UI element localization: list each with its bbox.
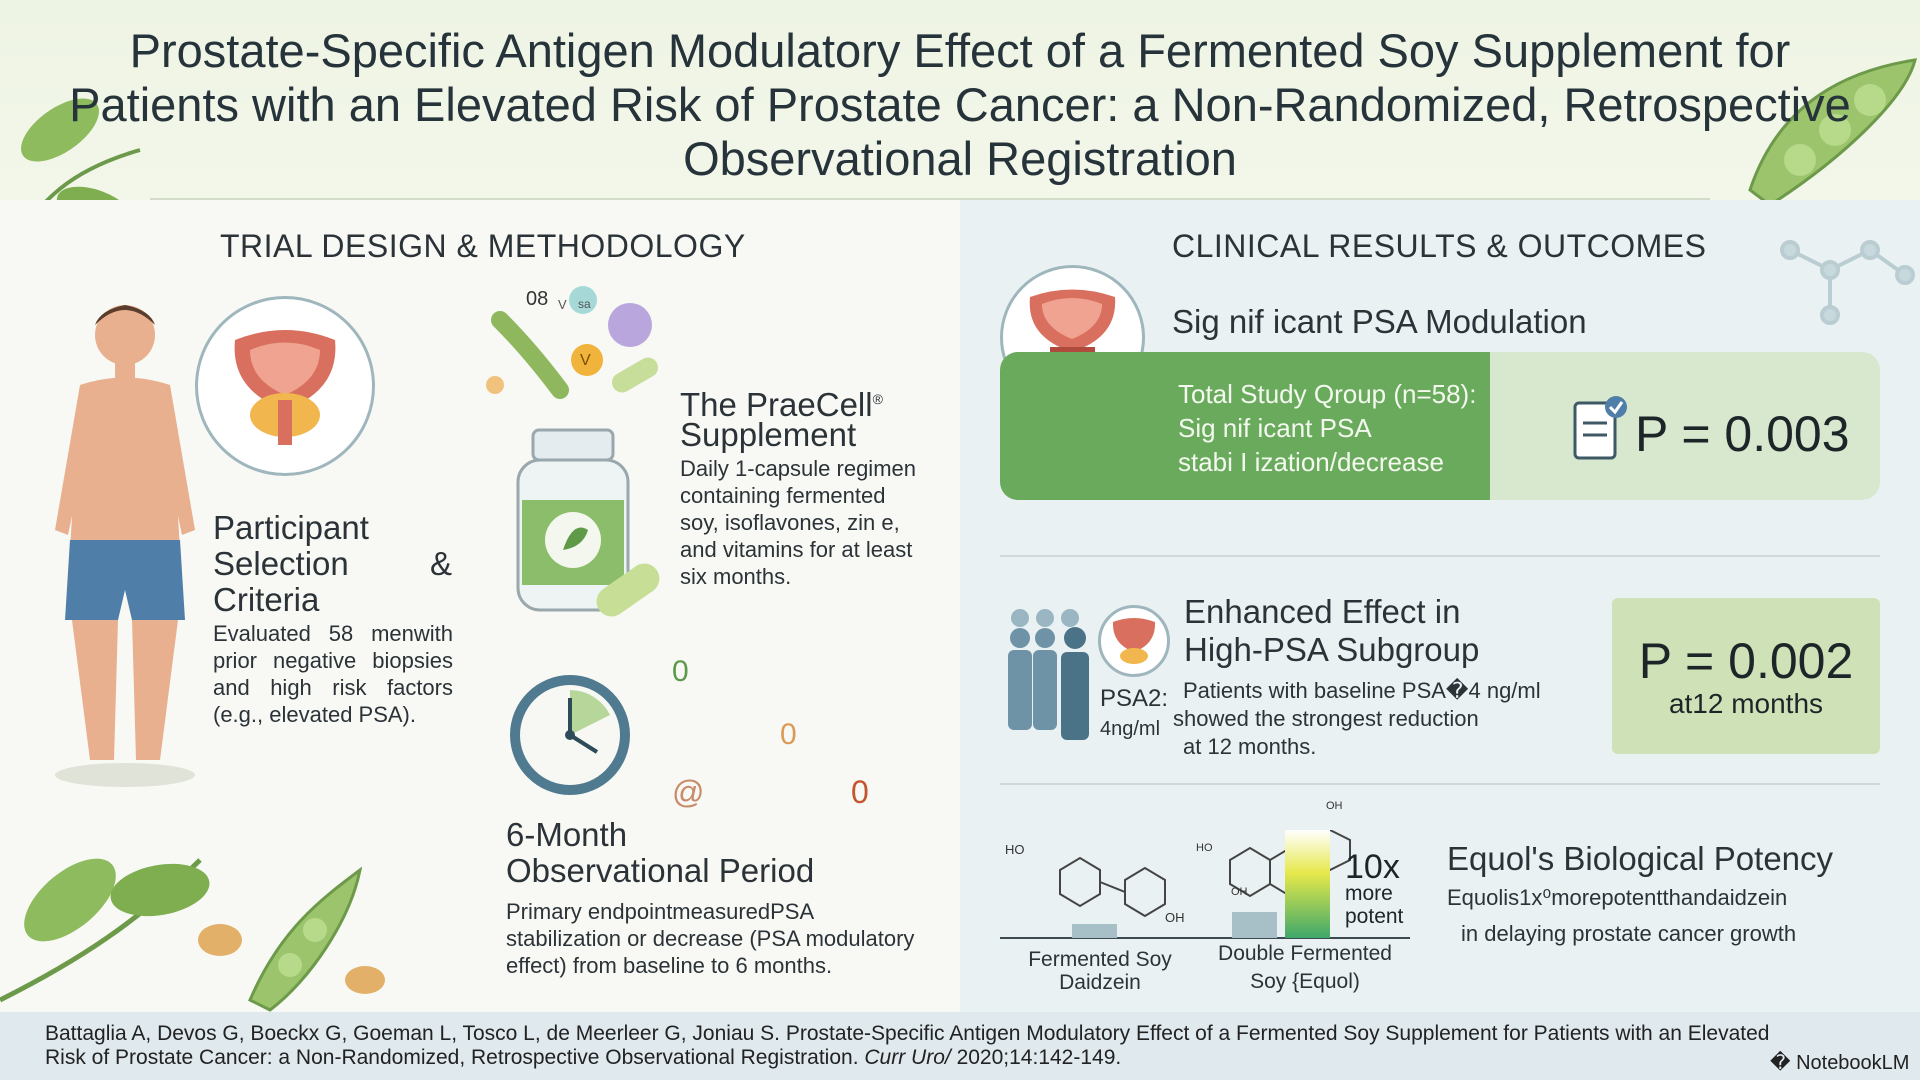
period-body: Primary endpointmeasuredPSA stabilizatio… (506, 899, 915, 978)
subgroup-body-line1: Patients with baseline PSA�4 ng/ml (1183, 678, 1541, 703)
pvalue-card-total (1490, 352, 1880, 500)
participant-heading-line3: Criteria (213, 581, 320, 618)
mol1-label-line1: Fermented Soy (1028, 948, 1172, 971)
mol2-label-line1: Double Fermented (1218, 942, 1392, 965)
results-divider-2 (1000, 783, 1880, 785)
equol-heading: Equol's Biological Potency (1447, 840, 1834, 877)
pvalue-subgroup-sub: at12 months (1668, 688, 1824, 719)
mol2-label-line2: Soy {Equol) (1250, 970, 1360, 993)
banner-line1: Total Study Qroup (n=58): (1178, 379, 1477, 409)
floating-glyph-4: 0 (851, 774, 869, 810)
mol2-atom-oh-1: OH (1231, 886, 1248, 898)
citation-footer (0, 1012, 1920, 1080)
clock-icon (510, 675, 630, 795)
subgroup-body-line3: at 12 months. (1183, 734, 1317, 759)
supplement-bottle-icon (516, 428, 660, 617)
page-title: Prostate-Specific Antigen Modulatory Eff… (69, 24, 1851, 185)
pvalue-total: P = 0.003 (1635, 406, 1850, 462)
pvalue-subgroup: P = 0.002 (1638, 633, 1854, 689)
mol2-atom-oh-2: OH (1326, 800, 1343, 812)
equol-body-line2: in delaying prostate cancer growth (1461, 921, 1797, 946)
vitamin-label-08: 08 (526, 288, 549, 310)
psa-modulation-banner (1000, 352, 1540, 500)
vitamin-label-v: V (580, 352, 591, 369)
mol1-label-line2: Daidzein (1059, 971, 1141, 994)
male-participant-icon (55, 305, 195, 787)
banner-line2: Sig nif icant PSA (1178, 413, 1372, 443)
psa-label-line2: 4ng/ml (1100, 718, 1161, 740)
soy-pod-right-icon (1748, 58, 1918, 207)
potency-big-label: 10x (1345, 848, 1400, 886)
banner-line3: stabi I ization/decrease (1178, 447, 1444, 477)
floating-glyph-2: 0 (780, 718, 797, 751)
results-divider-1 (1000, 555, 1880, 557)
period-heading-line2: Observational Period (506, 852, 815, 889)
participant-heading-line2: Selection (213, 545, 349, 582)
psa-label-line1: PSA2: (1100, 685, 1169, 712)
psa-modulation-heading: Sig nif icant PSA Modulation (1172, 303, 1587, 340)
supplement-body: Daily 1-capsule regimen containing ferme… (680, 456, 916, 589)
pvalue-card-subgroup (1612, 598, 1880, 754)
notebooklm-brand: � NotebookLM (1770, 1052, 1910, 1074)
header-divider (150, 198, 1710, 200)
floating-glyph-3: @ (672, 774, 705, 810)
subgroup-heading-line2: High-PSA Subgroup (1184, 631, 1480, 668)
supplement-heading-line2: Supplement (680, 416, 857, 453)
mol2-atom-ho: HO (1196, 842, 1213, 854)
potency-small-label-1: more (1345, 882, 1393, 905)
vitamin-label-v-small: V (558, 297, 567, 312)
potency-small-label-2: potent (1345, 905, 1404, 928)
soy-plant-bottom-icon (0, 858, 385, 1012)
floating-glyph-1: 0 (672, 655, 689, 688)
molecule-comparison-icon (1000, 830, 1410, 939)
prostate-organ-icon (234, 330, 336, 445)
participant-heading-amp: & (430, 545, 453, 582)
prostate-small-icon (1112, 618, 1156, 664)
period-heading-line1: 6-Month (506, 816, 628, 853)
vitamin-cluster-icon (486, 286, 658, 399)
subgroup-heading-line1: Enhanced Effect in (1184, 593, 1461, 630)
mol1-atom-ho: HO (1005, 842, 1025, 857)
citation-text: Battaglia A, Devos G, Boeckx G, Goeman L… (45, 1022, 1770, 1069)
trial-design-section-title: TRIAL DESIGN & METHODOLOGY (220, 228, 746, 264)
molecule-decoration-icon (1780, 240, 1915, 325)
participant-heading-line1: Participant (213, 509, 369, 546)
clipboard-check-icon (1573, 396, 1627, 460)
mol1-atom-oh: OH (1165, 910, 1185, 925)
results-section-title: CLINICAL RESULTS & OUTCOMES (1172, 228, 1707, 264)
supplement-heading-line1: The PraeCell® (680, 386, 883, 423)
patient-group-icon (1008, 609, 1089, 740)
vitamin-label-sa: sa (578, 297, 591, 311)
equol-body-line1: Equolis1x⁰morepotentthandaidzein (1447, 885, 1788, 910)
subgroup-body-line2: showed the strongest reduction (1173, 706, 1479, 731)
participant-body: Evaluated 58 menwith prior negative biop… (213, 621, 453, 727)
